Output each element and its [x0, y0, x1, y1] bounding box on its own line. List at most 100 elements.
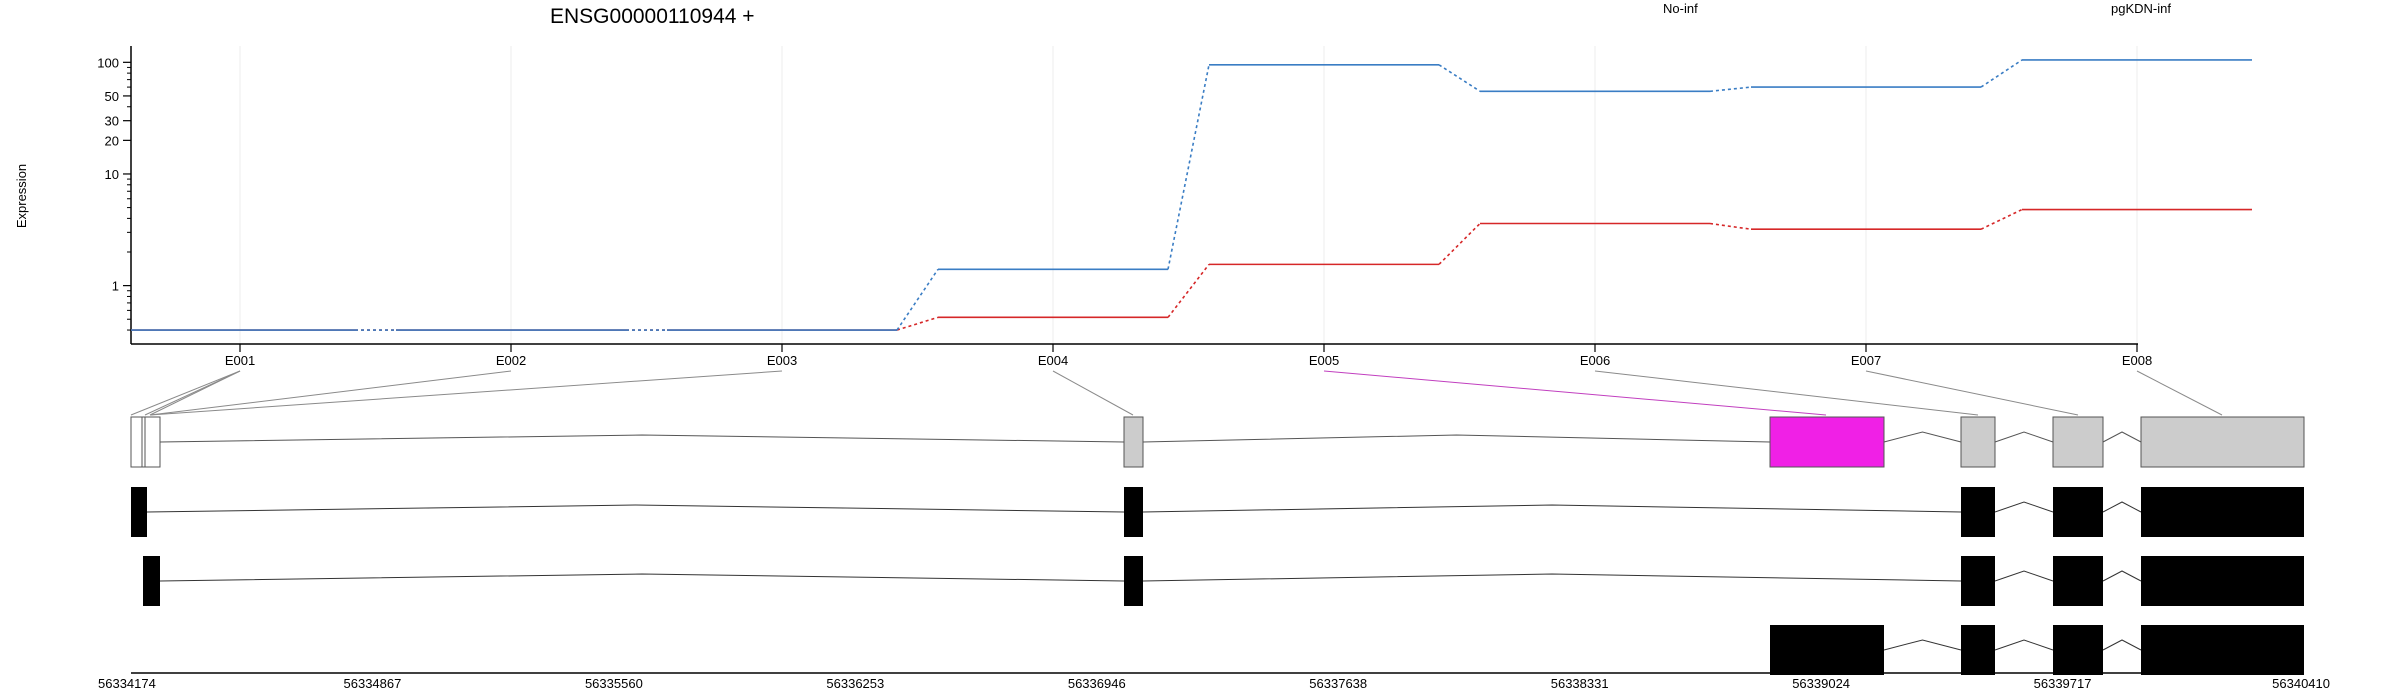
x-tick-label-e008: E008 — [2122, 353, 2152, 368]
legend-entry-no-inf: No-inf — [1663, 1, 1698, 16]
legend-entry-pgkdn-inf: pgKDN-inf — [2111, 1, 2171, 16]
series-transition — [1438, 64, 1481, 92]
genomic-tick-label: 56334174 — [98, 676, 156, 691]
transcript-exon — [2053, 487, 2103, 537]
x-tick-label-e002: E002 — [496, 353, 526, 368]
x-axis: E001 E002 E003 E004 E005 E006 E007 E008 — [131, 343, 2152, 368]
genomic-tick-label: 56335560 — [585, 676, 643, 691]
x-tick-label-e007: E007 — [1851, 353, 1881, 368]
series-transition — [1438, 222, 1481, 265]
genomic-tick-label: 56339024 — [1792, 676, 1850, 691]
y-tick-label: 20 — [105, 133, 119, 148]
intron-line — [1142, 434, 1771, 443]
intron-line — [159, 573, 1125, 582]
genomic-tick-label: 56336253 — [826, 676, 884, 691]
transcript-exon — [2141, 625, 2304, 675]
transcript-exon — [1961, 487, 1995, 537]
y-tick-label: 10 — [105, 167, 119, 182]
exon-block — [2140, 416, 2305, 468]
transcript-exon — [1124, 556, 1143, 606]
intron-line — [1142, 504, 1962, 513]
transcript-exon — [2141, 487, 2304, 537]
exon-connector-e005 — [1323, 370, 1827, 416]
y-tick-label: 1 — [112, 279, 119, 294]
transcript-exon — [2141, 556, 2304, 606]
genomic-tick-label: 56334867 — [344, 676, 402, 691]
y-tick-label: 50 — [105, 89, 119, 104]
y-axis-label: Expression — [14, 164, 29, 228]
series-layer — [131, 59, 2252, 331]
exon-block — [2052, 416, 2104, 468]
x-tick-label-e004: E004 — [1038, 353, 1068, 368]
series-no-inf — [131, 208, 2252, 331]
series-pgkdn-inf — [131, 59, 2252, 331]
intron-line — [2102, 501, 2142, 513]
intron-line — [159, 434, 1125, 443]
series-transition — [896, 268, 939, 331]
exon-connector-e001 — [149, 370, 241, 416]
intron-line — [1883, 639, 1962, 651]
chart-title: ENSG00000110944 + — [550, 5, 755, 28]
genomic-tick-label: 56338331 — [1551, 676, 1609, 691]
y-axis: 1 10 20 30 50 100 — [97, 46, 132, 344]
transcript-exon — [1770, 625, 1884, 675]
transcript-row-2 — [143, 556, 2304, 606]
series-transition — [1167, 263, 1210, 318]
intron-line — [1994, 431, 2054, 443]
series-transition — [1709, 86, 1752, 93]
exon-block — [144, 416, 161, 468]
genomic-tick-label: 56339717 — [2034, 676, 2092, 691]
transcript-exon — [143, 556, 160, 606]
transcript-exon — [131, 487, 147, 537]
intron-line — [1142, 573, 1962, 582]
transcript-tracks — [130, 416, 2305, 675]
transcript-row-1 — [131, 487, 2304, 537]
exon-connector-e004 — [1052, 370, 1134, 416]
transcript-exon — [1124, 487, 1143, 537]
exon-annotation-row — [130, 416, 2305, 468]
y-tick-label: 30 — [105, 114, 119, 129]
transcript-exon — [1961, 556, 1995, 606]
transcript-exon — [2053, 625, 2103, 675]
series-transition — [1167, 64, 1210, 270]
x-tick-label-e006: E006 — [1580, 353, 1610, 368]
exon-block — [1123, 416, 1144, 468]
intron-line — [146, 504, 1125, 513]
x-tick-label-e005: E005 — [1309, 353, 1339, 368]
grid-layer — [239, 46, 2138, 344]
exon-block-highlighted — [1769, 416, 1885, 468]
genomic-tick-label: 56337638 — [1309, 676, 1367, 691]
intron-line — [1883, 431, 1962, 443]
exon-connector-e002 — [149, 370, 512, 416]
x-tick-label-e003: E003 — [767, 353, 797, 368]
genomic-tick-label: 56340410 — [2272, 676, 2330, 691]
exon-connector-e008 — [2136, 370, 2223, 416]
intron-line — [2102, 639, 2142, 651]
exon-block — [1960, 416, 1996, 468]
gene-model: 56334174 56334867 56335560 56336253 56336946… — [98, 370, 2330, 691]
exon-block — [130, 416, 143, 468]
genomic-axis: 56334174 56334867 56335560 56336253 56336946… — [98, 672, 2330, 691]
series-transition — [1709, 222, 1752, 231]
intron-line — [2102, 570, 2142, 582]
genomic-tick-label: 56336946 — [1068, 676, 1126, 691]
intron-line — [1994, 501, 2054, 513]
x-tick-label-e001: E001 — [225, 353, 255, 368]
exon-connector-e006 — [1594, 370, 1979, 416]
exon-connector-e003 — [149, 370, 783, 416]
transcript-row-3 — [1770, 625, 2304, 675]
series-transition — [1980, 59, 2023, 88]
series-transition — [896, 316, 939, 331]
intron-line — [1994, 570, 2054, 582]
intron-line — [2102, 431, 2142, 443]
exon-connector-e001 — [130, 370, 241, 416]
transcript-exon — [1961, 625, 1995, 675]
exon-connectors — [130, 370, 2223, 416]
series-transition — [1980, 208, 2023, 230]
intron-line — [1994, 639, 2054, 651]
y-tick-label: 100 — [97, 55, 119, 70]
transcript-exon — [2053, 556, 2103, 606]
exon-connector-e007 — [1865, 370, 2079, 416]
